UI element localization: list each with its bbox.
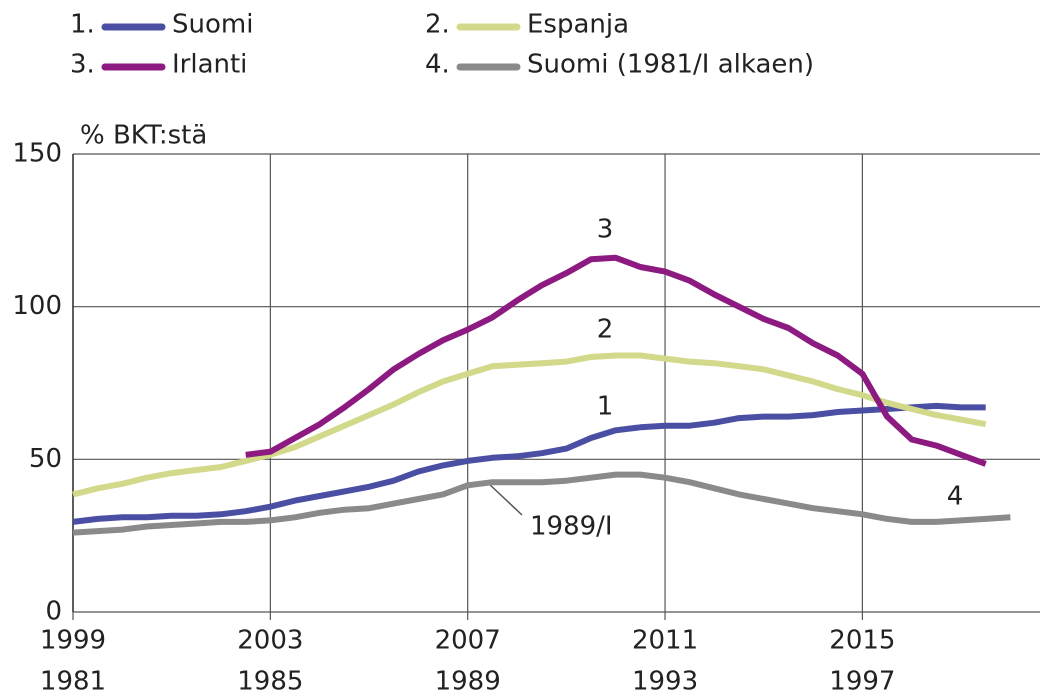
- x-tick-label: 2011: [632, 626, 698, 656]
- series-line: [72, 402, 986, 525]
- x-tick-label: 2007: [435, 626, 501, 656]
- legend-number: 1.: [70, 10, 95, 40]
- annotation: 4: [947, 482, 964, 512]
- x-tick-label: 2015: [829, 626, 895, 656]
- legend-number: 2.: [425, 10, 450, 40]
- annotation: 3: [597, 215, 614, 245]
- annotation-leader: [486, 481, 523, 516]
- legend-label: Suomi: [172, 10, 253, 40]
- annotation: 2: [597, 315, 614, 345]
- annotation: 1989/I: [530, 512, 613, 542]
- x-tick-label: 1999: [40, 626, 106, 656]
- x2-tick-label: 1981: [40, 667, 106, 695]
- legend-label: Irlanti: [172, 50, 247, 80]
- x2-tick-label: 1985: [237, 667, 303, 695]
- x2-tick-label: 1989: [435, 667, 501, 695]
- legend-number: 4.: [425, 50, 450, 80]
- series-line: [72, 471, 1011, 536]
- legend-number: 3.: [70, 50, 95, 80]
- x2-tick-label: 1997: [829, 667, 895, 695]
- series-line: [72, 352, 987, 498]
- legend-label: Suomi (1981/I alkaen): [527, 50, 814, 80]
- legend-label: Espanja: [527, 10, 629, 40]
- y-tick-label: 150: [12, 139, 62, 169]
- y-tick-label: 50: [29, 444, 62, 474]
- series-line: [245, 254, 987, 467]
- y-tick-label: 0: [45, 597, 62, 627]
- y-axis-label: % BKT:stä: [80, 121, 207, 151]
- y-tick-label: 100: [12, 291, 62, 321]
- annotation: 1: [597, 392, 614, 422]
- x-tick-label: 2003: [237, 626, 303, 656]
- x2-tick-label: 1993: [632, 667, 698, 695]
